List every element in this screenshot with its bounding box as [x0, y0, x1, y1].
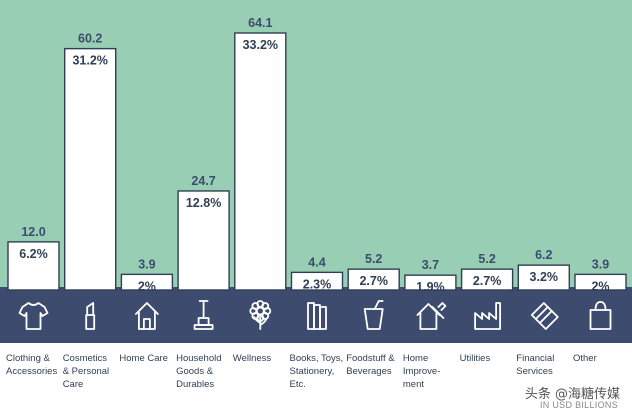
- share-label: 2.3%: [303, 277, 332, 291]
- bar: [63, 47, 117, 291]
- category-label: Clothing & Accessories: [6, 353, 58, 377]
- bar: [7, 241, 60, 291]
- factory-icon: [474, 302, 502, 330]
- watermark: 头条 @海糖传媒: [524, 387, 620, 402]
- value-label: 5.2: [365, 252, 382, 266]
- shopping-bag-icon: [589, 301, 612, 330]
- value-label: 6.2: [535, 248, 552, 262]
- value-label: 3.9: [138, 257, 155, 271]
- bar: [234, 32, 287, 291]
- category-label: Home Improve- ment: [402, 353, 441, 390]
- value-label: 3.7: [422, 258, 439, 272]
- vacuum-icon: [193, 300, 214, 330]
- share-label: 31.2%: [72, 54, 107, 68]
- bar: [574, 273, 627, 291]
- value-label: 5.2: [478, 252, 495, 266]
- share-label: 2.7%: [473, 274, 502, 288]
- bar: [120, 273, 174, 291]
- value-label: 24.7: [191, 174, 215, 188]
- bar: [347, 268, 400, 291]
- value-label: 12.0: [21, 225, 45, 239]
- value-label: 64.1: [248, 16, 272, 30]
- icon-band: [0, 287, 632, 343]
- bar: [460, 268, 514, 291]
- value-label: 4.4: [308, 255, 325, 269]
- category-label: Wellness: [232, 353, 272, 364]
- share-label: 2%: [591, 279, 609, 293]
- share-label: 2.7%: [359, 274, 388, 288]
- house-icon: [134, 302, 159, 330]
- category-label: Financial Services: [516, 353, 555, 377]
- bar: [517, 264, 570, 291]
- bar: [290, 271, 344, 291]
- category-label: Other: [573, 353, 597, 364]
- value-label: 3.9: [592, 257, 609, 271]
- bar: [177, 190, 230, 291]
- share-label: 33.2%: [243, 38, 278, 52]
- category-label: Books, Toys, Stationery, Etc.: [289, 353, 344, 390]
- category-label: Foodstuff & Beverages: [346, 353, 395, 377]
- share-label: 1.9%: [416, 280, 445, 294]
- category-label: Home Care: [119, 353, 168, 364]
- house-hammer-icon: [416, 302, 447, 330]
- bar: [404, 274, 457, 291]
- category-label: Cosmetics & Personal Care: [62, 353, 110, 390]
- share-label: 12.8%: [186, 196, 221, 210]
- flower-icon: [249, 300, 272, 330]
- lipstick-icon: [85, 302, 96, 330]
- share-label: 6.2%: [19, 247, 48, 261]
- unit-note: IN USD BILLIONS: [539, 400, 618, 410]
- share-label: 2%: [138, 279, 156, 293]
- drink-cup-icon: [363, 300, 384, 330]
- share-label: 3.2%: [530, 270, 559, 284]
- value-label: 60.2: [78, 32, 102, 46]
- tshirt-icon: [18, 302, 49, 330]
- category-label: Utilities: [459, 353, 491, 364]
- banknotes-icon: [530, 302, 559, 330]
- books-icon: [307, 302, 327, 330]
- category-label: Household Goods & Durables: [176, 353, 222, 390]
